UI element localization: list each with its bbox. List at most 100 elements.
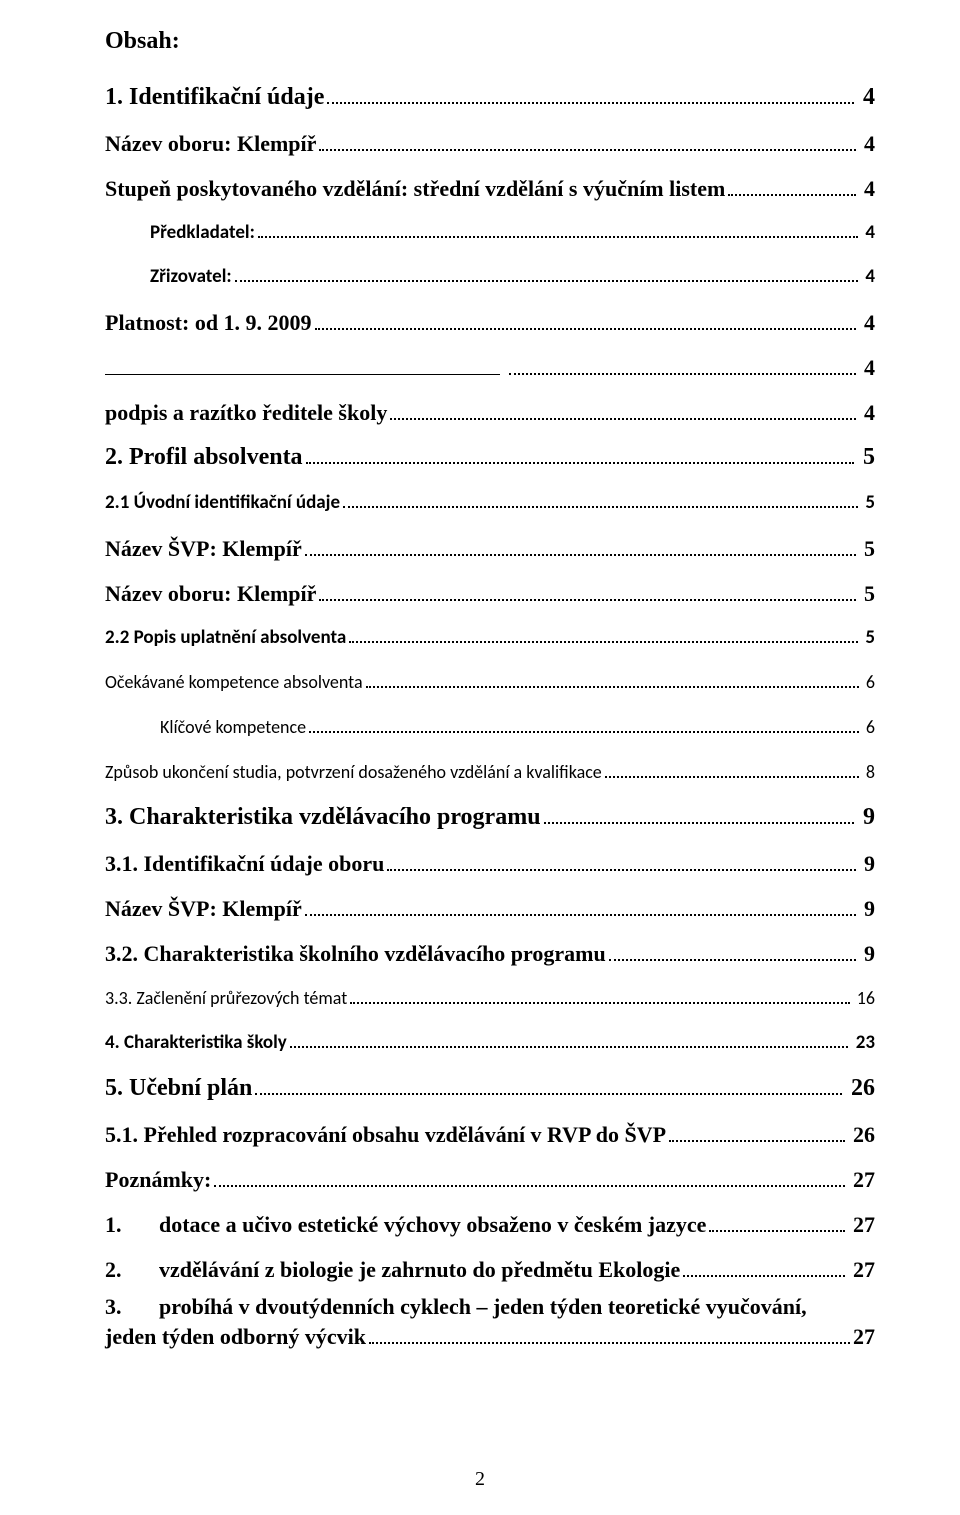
toc-page: 4	[859, 300, 876, 345]
toc-page: 5	[861, 481, 875, 526]
toc-label: dotace a učivo estetické výchovy obsažen…	[159, 1202, 706, 1247]
toc-leader	[390, 398, 855, 420]
toc-row: Název oboru: Klempíř 5	[105, 571, 875, 616]
toc-page: 9	[859, 841, 876, 886]
toc-label: Název oboru: Klempíř	[105, 121, 316, 166]
toc-title: Obsah:	[105, 28, 875, 55]
toc-leader	[305, 894, 856, 916]
toc-leader	[258, 219, 858, 238]
toc-row: Způsob ukončení studia, potvrzení dosaže…	[105, 750, 875, 795]
toc-leader	[609, 939, 856, 961]
toc-page: 16	[853, 976, 875, 1021]
toc-leader	[327, 80, 854, 104]
toc-page: 6	[862, 660, 875, 705]
toc-page: 26	[845, 1066, 875, 1112]
toc-label: 3.3. Začlenění průřezových témat	[105, 976, 347, 1021]
toc-page: 4	[859, 345, 876, 390]
toc-leader	[709, 1210, 844, 1232]
toc-row: 2.2 Popis uplatnění absolventa 5	[105, 616, 875, 661]
toc-row: podpis a razítko ředitele školy 4	[105, 390, 875, 435]
toc-leader	[728, 174, 855, 196]
toc-row: 3.1. Identifikační údaje oboru 9	[105, 841, 875, 886]
toc-label: Stupeň poskytovaného vzdělání: střední v…	[105, 166, 725, 211]
toc-leader	[305, 534, 856, 556]
toc-label: Název oboru: Klempíř	[105, 571, 316, 616]
toc-page: 4	[859, 166, 876, 211]
toc-row: 1. Identifikační údaje 4	[105, 75, 875, 121]
toc-row: Klíčové kompetence 6	[105, 705, 875, 750]
toc-leader	[309, 715, 859, 733]
toc-page: 27	[848, 1247, 876, 1292]
toc-row: 5.1. Přehled rozpracování obsahu vzděláv…	[105, 1112, 875, 1157]
toc-label: Předkladatel:	[150, 211, 255, 256]
toc-row: Zřizovatel: 4	[105, 255, 875, 300]
toc-page: 4	[861, 255, 875, 300]
toc-leader	[544, 800, 854, 824]
toc-row: Poznámky: 27	[105, 1157, 875, 1202]
toc-label: Klíčové kompetence	[160, 705, 306, 750]
toc-row: Název ŠVP: Klempíř 9	[105, 886, 875, 931]
toc-page: 4	[859, 121, 876, 166]
signature-line	[105, 353, 500, 375]
toc-row: 3.probíhá v dvoutýdenních cyklech – jede…	[105, 1292, 875, 1351]
toc-label: 3.1. Identifikační údaje oboru	[105, 841, 384, 886]
toc-label: 5.1. Přehled rozpracování obsahu vzděláv…	[105, 1112, 666, 1157]
toc-leader	[235, 263, 858, 282]
toc-label: Název ŠVP: Klempíř	[105, 526, 302, 571]
toc-page: 27	[848, 1157, 876, 1202]
toc-label: Název ŠVP: Klempíř	[105, 886, 302, 931]
table-of-contents: Obsah: 1. Identifikační údaje 4Název obo…	[105, 28, 875, 1351]
toc-leader	[509, 353, 856, 375]
toc-page: 4	[857, 75, 875, 121]
toc-label-cont: jeden týden odborný výcvik	[105, 1322, 366, 1352]
toc-leader	[369, 1322, 850, 1344]
toc-row: Název oboru: Klempíř 4	[105, 121, 875, 166]
toc-label: vzdělávání z biologie je zahrnuto do pře…	[159, 1247, 680, 1292]
toc-leader	[387, 849, 855, 871]
page-number: 2	[0, 1468, 960, 1491]
toc-row: 2.1 Úvodní identifikační údaje 5	[105, 481, 875, 526]
toc-row: 4. Charakteristika školy 23	[105, 1021, 875, 1066]
toc-label: 4. Charakteristika školy	[105, 1021, 287, 1066]
toc-label: 2.1 Úvodní identifikační údaje	[105, 481, 340, 526]
toc-number: 3.	[105, 1292, 159, 1322]
toc-number: 1.	[105, 1202, 159, 1247]
toc-leader	[315, 308, 856, 330]
toc-row: 3.3. Začlenění průřezových témat 16	[105, 976, 875, 1021]
toc-row: 5. Učební plán 26	[105, 1066, 875, 1112]
toc-entries: 1. Identifikační údaje 4Název oboru: Kle…	[105, 75, 875, 1351]
toc-leader	[605, 760, 859, 778]
toc-row: 3.2. Charakteristika školního vzdělávací…	[105, 931, 875, 976]
toc-row: Stupeň poskytovaného vzdělání: střední v…	[105, 166, 875, 211]
toc-label: Platnost: od 1. 9. 2009	[105, 300, 312, 345]
toc-label: 2.2 Popis uplatnění absolventa	[105, 616, 346, 661]
toc-label: podpis a razítko ředitele školy	[105, 390, 387, 435]
toc-label: probíhá v dvoutýdenních cyklech – jeden …	[159, 1292, 807, 1322]
toc-row: Očekávané kompetence absolventa 6	[105, 660, 875, 705]
toc-leader	[255, 1071, 842, 1095]
toc-row: 3. Charakteristika vzdělávacího programu…	[105, 795, 875, 841]
toc-number: 2.	[105, 1247, 159, 1292]
toc-leader	[343, 489, 858, 508]
toc-page: 9	[859, 886, 876, 931]
toc-label: Zřizovatel:	[150, 255, 232, 300]
toc-page: 23	[851, 1021, 875, 1066]
toc-row: 4	[105, 345, 875, 390]
toc-page: 6	[862, 705, 875, 750]
toc-row: Předkladatel: 4	[105, 211, 875, 256]
toc-page: 9	[857, 795, 875, 841]
toc-label: 3. Charakteristika vzdělávacího programu	[105, 795, 541, 841]
toc-leader	[306, 440, 854, 464]
toc-page: 4	[859, 390, 876, 435]
toc-leader	[366, 670, 859, 688]
toc-label: Očekávané kompetence absolventa	[105, 660, 363, 705]
toc-label: 5. Učební plán	[105, 1066, 252, 1112]
toc-label: 1. Identifikační údaje	[105, 75, 324, 121]
toc-page: 5	[857, 435, 875, 481]
toc-leader	[214, 1165, 844, 1187]
toc-row: 2.vzdělávání z biologie je zahrnuto do p…	[105, 1247, 875, 1292]
toc-page: 26	[848, 1112, 876, 1157]
toc-leader	[349, 624, 858, 643]
toc-leader	[350, 986, 849, 1004]
toc-leader	[669, 1120, 844, 1142]
